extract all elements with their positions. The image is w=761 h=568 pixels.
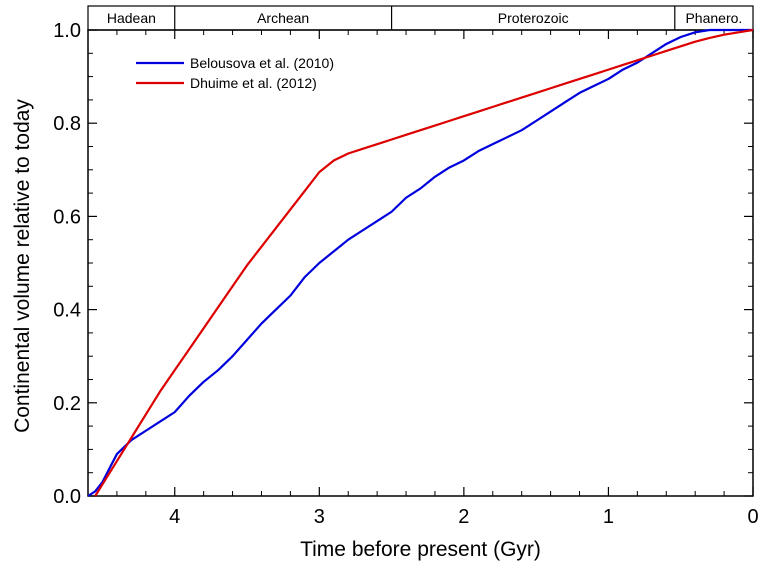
legend-label: Dhuime et al. (2012) [190, 75, 317, 91]
y-tick-label: 0.2 [53, 393, 81, 415]
x-tick-label: 0 [747, 506, 758, 528]
eon-bar-frame [87, 5, 754, 31]
x-tick-label: 3 [314, 506, 325, 528]
y-tick-label: 0.8 [53, 113, 81, 135]
y-axis-tick-labels: 0.0 0.2 0.4 0.6 0.8 1.0 [53, 20, 81, 508]
y-tick-label: 1.0 [53, 20, 81, 42]
y-axis-label: Continental volume relative to today [11, 99, 34, 433]
eon-bar: Hadean Archean Proterozoic Phanero. [87, 5, 754, 31]
x-axis-label: Time before present (Gyr) [300, 538, 541, 561]
y-tick-label: 0.6 [53, 206, 81, 228]
eon-label: Archean [257, 10, 309, 26]
legend: Belousova et al. (2010) Dhuime et al. (20… [136, 55, 334, 91]
x-tick-label: 2 [458, 506, 469, 528]
series-lines [88, 28, 753, 497]
series-line-1 [88, 28, 753, 497]
y-tick-label: 0.0 [53, 486, 81, 508]
x-axis-tick-labels: 4 3 2 1 0 [169, 506, 758, 528]
legend-label: Belousova et al. (2010) [190, 55, 334, 71]
eon-label: Phanero. [685, 10, 742, 26]
eon-label: Proterozoic [498, 10, 569, 26]
y-tick-label: 0.4 [53, 300, 81, 322]
plot-frame [87, 29, 754, 497]
axis-ticks [88, 29, 754, 497]
x-tick-label: 4 [169, 506, 180, 528]
eon-label: Hadean [107, 10, 156, 26]
x-tick-label: 1 [603, 506, 614, 528]
series-line-2 [94, 28, 753, 497]
